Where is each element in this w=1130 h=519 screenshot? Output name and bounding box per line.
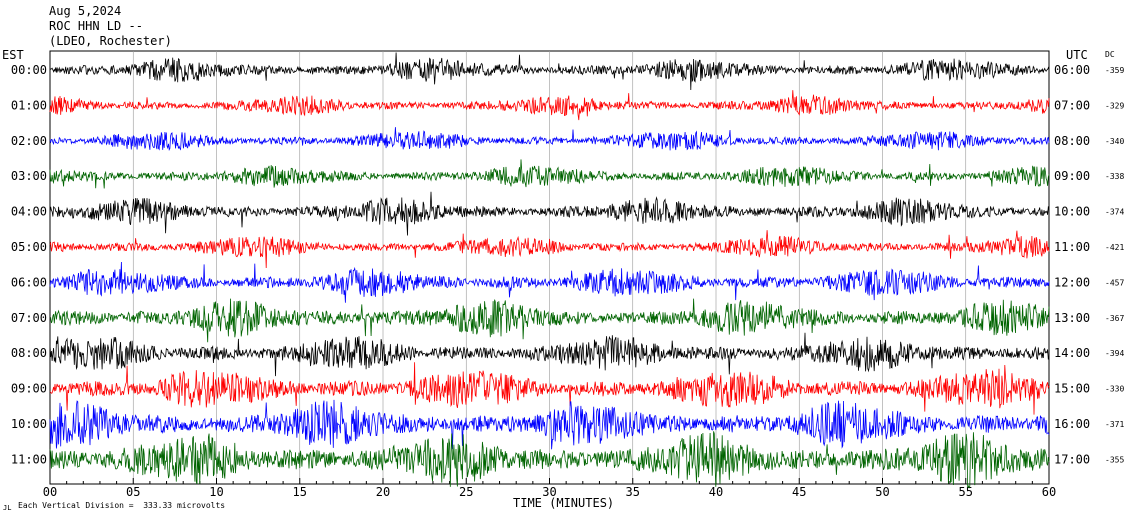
utc-hour-label: 15:00 <box>1054 382 1090 396</box>
x-tick-label: 35 <box>626 485 640 499</box>
trace-line <box>49 362 1050 415</box>
est-hour-label: 00:00 <box>11 63 47 77</box>
dc-offset-label: -329 <box>1105 101 1124 110</box>
trace-line <box>49 90 1050 121</box>
est-hour-label: 06:00 <box>11 275 47 289</box>
dc-offset-label: -340 <box>1105 137 1124 146</box>
trace-line <box>49 261 1050 303</box>
trace-line <box>49 431 1050 489</box>
dc-offset-label: -457 <box>1105 278 1124 287</box>
x-tick-label: 00 <box>43 485 57 499</box>
x-tick-label: 05 <box>126 485 140 499</box>
dc-offset-label: -338 <box>1105 172 1124 181</box>
dc-offset-label: -359 <box>1105 66 1124 75</box>
est-hour-label: 07:00 <box>11 311 47 325</box>
date-label: Aug 5,2024 <box>49 4 122 18</box>
trace-line <box>49 127 1050 152</box>
utc-hour-label: 13:00 <box>1054 311 1090 325</box>
est-hour-label: 02:00 <box>11 134 47 148</box>
trace-line <box>49 230 1050 269</box>
utc-hour-label: 06:00 <box>1054 63 1090 77</box>
x-axis-label: TIME (MINUTES) <box>513 496 615 510</box>
utc-hour-label: 17:00 <box>1054 452 1090 466</box>
utc-hour-label: 11:00 <box>1054 240 1090 254</box>
x-tick-label: 10 <box>209 485 223 499</box>
dc-axis-title: DC <box>1105 50 1115 59</box>
trace-line <box>49 399 1050 450</box>
station-label: ROC HHN LD -- <box>49 19 143 33</box>
utc-hour-label: 12:00 <box>1054 275 1090 289</box>
x-tick-label: 50 <box>875 485 889 499</box>
utc-hour-label: 16:00 <box>1054 417 1090 431</box>
trace-line <box>49 191 1050 236</box>
utc-axis-title: UTC <box>1066 48 1088 62</box>
dc-offset-label: -330 <box>1105 385 1124 394</box>
utc-hour-label: 07:00 <box>1054 98 1090 112</box>
x-tick-label: 45 <box>792 485 806 499</box>
dc-offset-label: -374 <box>1105 208 1124 217</box>
trace-line <box>49 52 1050 91</box>
x-tick-label: 60 <box>1042 485 1056 499</box>
dc-offset-label: -355 <box>1105 455 1124 464</box>
dc-offset-label: -367 <box>1105 314 1124 323</box>
utc-hour-label: 14:00 <box>1054 346 1090 360</box>
network-label: (LDEO, Rochester) <box>49 34 172 48</box>
utc-hour-label: 10:00 <box>1054 205 1090 219</box>
x-tick-label: 30 <box>542 485 556 499</box>
est-hour-label: 10:00 <box>11 417 47 431</box>
scale-note: Each Vertical Division = 333.33 microvol… <box>18 501 226 510</box>
x-tick-label: 55 <box>959 485 973 499</box>
trace-line <box>49 298 1050 343</box>
est-hour-label: 08:00 <box>11 346 47 360</box>
est-hour-label: 03:00 <box>11 169 47 183</box>
trace-line <box>49 332 1050 377</box>
x-tick-label: 40 <box>709 485 723 499</box>
x-tick-label: 25 <box>459 485 473 499</box>
x-tick-label: 15 <box>293 485 307 499</box>
est-hour-label: 09:00 <box>11 382 47 396</box>
dc-offset-label: -371 <box>1105 420 1124 429</box>
est-hour-label: 05:00 <box>11 240 47 254</box>
trace-line <box>49 159 1050 189</box>
corner-mark: JL <box>3 504 12 512</box>
est-axis-title: EST <box>2 48 24 62</box>
x-tick-label: 20 <box>376 485 390 499</box>
dc-offset-label: -421 <box>1105 243 1124 252</box>
dc-offset-label: -394 <box>1105 349 1124 358</box>
est-hour-label: 11:00 <box>11 452 47 466</box>
est-hour-label: 01:00 <box>11 98 47 112</box>
est-hour-label: 04:00 <box>11 205 47 219</box>
utc-hour-label: 08:00 <box>1054 134 1090 148</box>
utc-hour-label: 09:00 <box>1054 169 1090 183</box>
